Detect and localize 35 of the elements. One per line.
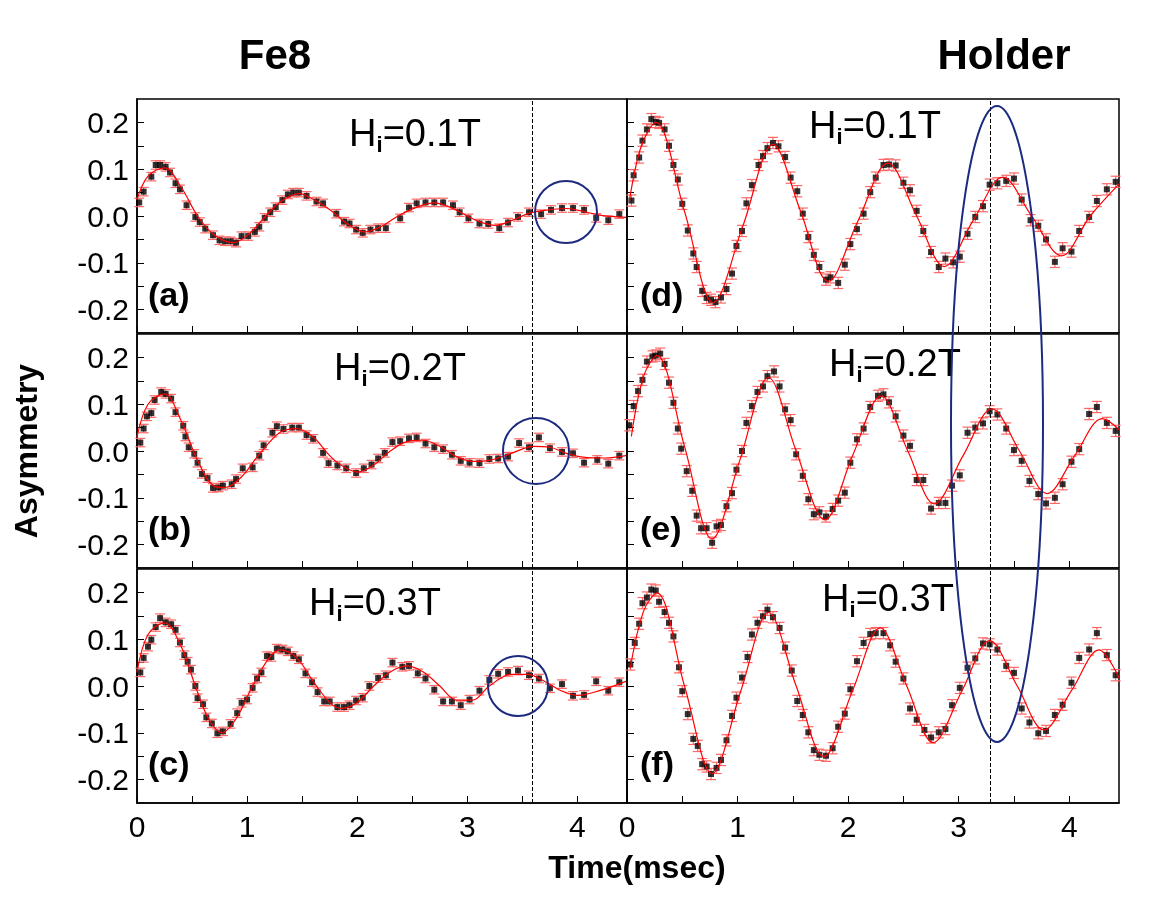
y-tick-label: 0.0	[87, 669, 129, 703]
annotation: (c)	[148, 744, 190, 782]
annotation: (e)	[640, 509, 682, 547]
y-tick-label: 0.2	[87, 105, 129, 139]
y-tick-label: -0.2	[77, 528, 129, 562]
y-tick-label: 0.1	[87, 387, 129, 421]
y-tick-label: 0.2	[87, 340, 129, 374]
y-tick-label: -0.2	[77, 763, 129, 797]
y-tick-label: -0.2	[77, 293, 129, 327]
x-tick-label: 1	[238, 809, 256, 843]
x-tick-label: 2	[839, 809, 857, 843]
annotation: (f)	[640, 744, 674, 782]
y-axis-title: Asymmetry	[8, 363, 44, 539]
y-tick-label: -0.1	[77, 716, 129, 750]
x-tick-label: 0	[618, 809, 636, 843]
y-tick-label: 0.1	[87, 152, 129, 186]
y-tick-label: 0.0	[87, 199, 129, 233]
y-tick-label: 0.2	[87, 575, 129, 609]
x-tick-label: 3	[950, 809, 968, 843]
x-tick-label: 0	[128, 809, 146, 843]
annotation: (a)	[148, 275, 190, 313]
y-tick-label: 0.0	[87, 434, 129, 468]
annotation: (d)	[640, 275, 684, 313]
chart-title: Holder	[937, 30, 1071, 78]
y-tick-label: 0.1	[87, 622, 129, 656]
y-tick-label: -0.1	[77, 481, 129, 515]
annotation: (b)	[148, 509, 192, 547]
x-tick-label: 1	[729, 809, 746, 843]
x-tick-label: 4	[569, 809, 586, 843]
x-tick-label: 4	[1060, 809, 1078, 843]
x-tick-label: 2	[348, 809, 366, 843]
chart-title: Fe8	[238, 30, 312, 78]
y-tick-label: -0.1	[77, 246, 129, 280]
x-tick-label: 3	[458, 809, 476, 843]
x-axis-title: Time(msec)	[548, 849, 726, 885]
